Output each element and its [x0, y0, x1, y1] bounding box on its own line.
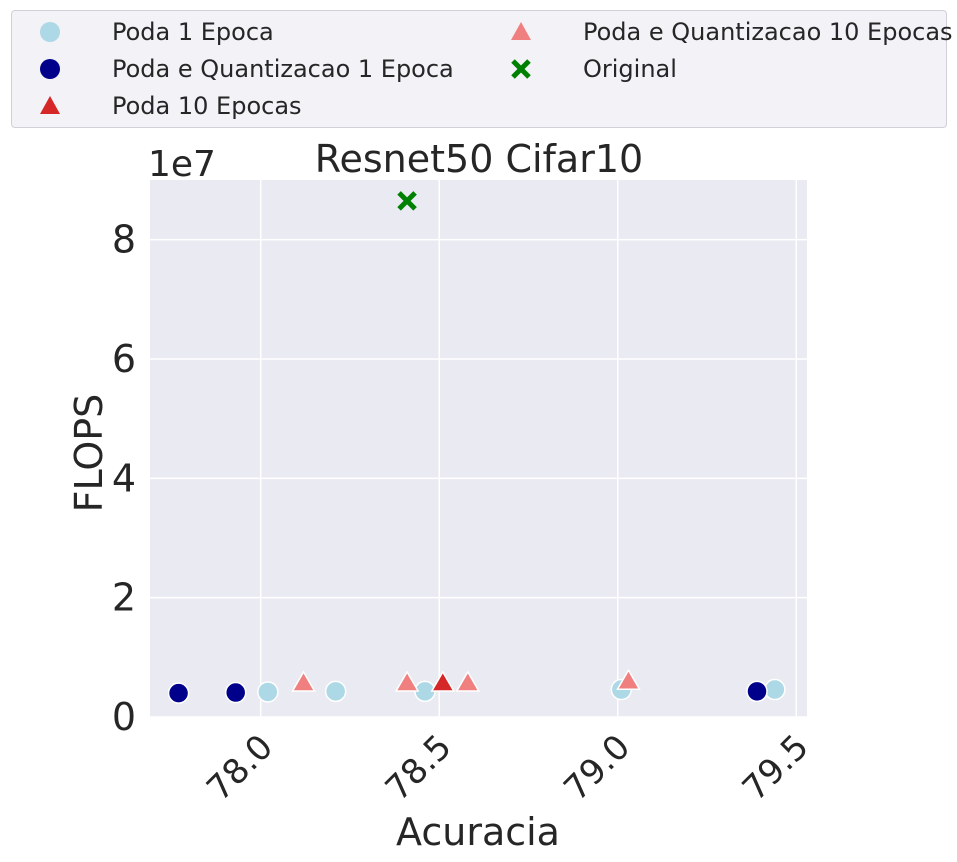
data-point: [291, 670, 316, 692]
legend: Poda 1 Epoca Poda e Quantizacao 1 Epoca …: [11, 10, 953, 128]
x-tick-label: 78.5: [378, 727, 460, 809]
legend-marker-triangle-icon: [30, 91, 70, 121]
legend-label: Poda e Quantizacao 1 Epoca: [112, 55, 454, 83]
legend-entry-poda-1-epoca: Poda 1 Epoca: [30, 17, 274, 47]
data-point: [257, 681, 279, 703]
y-offset-label: 1e7: [148, 144, 216, 185]
legend-entry-poda-quantizacao-1-epoca: Poda e Quantizacao 1 Epoca: [30, 54, 454, 84]
legend-label: Poda 1 Epoca: [112, 18, 274, 46]
data-point: [324, 680, 347, 703]
x-axis-label: Acuracia: [396, 810, 560, 854]
legend-label: Poda 10 Epocas: [112, 92, 302, 120]
legend-entry-poda-10-epocas: Poda 10 Epocas: [30, 91, 302, 121]
grid: [150, 180, 807, 718]
plot-area: [150, 180, 807, 717]
data-points: [167, 191, 786, 704]
data-point: [394, 670, 420, 692]
data-point: [397, 191, 417, 211]
legend-entry-original: Original: [501, 54, 677, 84]
chart-title: Resnet50 Cifar10: [315, 137, 643, 181]
x-tick-label: 78.0: [199, 727, 281, 809]
x-tick-label: 79.5: [735, 727, 817, 809]
data-point: [746, 680, 768, 703]
legend-marker-x-icon: [501, 54, 541, 84]
legend-marker-circle-icon: [30, 17, 70, 47]
legend-marker-triangle-icon: [501, 17, 541, 47]
legend-entry-poda-quantizacao-10-epocas: Poda e Quantizacao 10 Epocas: [501, 17, 953, 47]
y-tick-label: 8: [112, 218, 136, 262]
y-tick-label: 2: [112, 576, 136, 620]
data-point: [167, 682, 190, 704]
data-point: [764, 678, 786, 701]
legend-label: Original: [583, 55, 677, 83]
y-tick-label: 6: [112, 337, 136, 381]
legend-marker-circle-icon: [30, 54, 70, 84]
y-tick-label: 0: [112, 695, 136, 739]
legend-label: Poda e Quantizacao 10 Epocas: [583, 18, 953, 46]
data-point: [224, 681, 247, 704]
y-axis-label: FLOPS: [67, 394, 111, 513]
x-tick-label: 79.0: [556, 727, 638, 809]
data-point: [616, 668, 641, 690]
data-point: [455, 670, 481, 692]
y-tick-label: 4: [112, 456, 136, 500]
data-point: [430, 670, 456, 692]
